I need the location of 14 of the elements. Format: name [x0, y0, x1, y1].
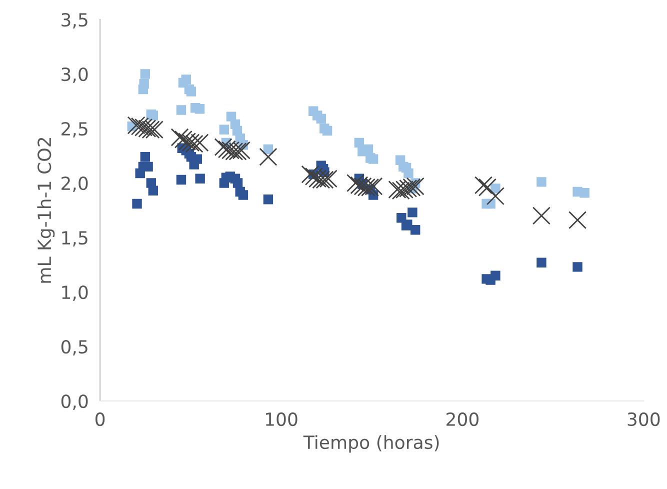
x-tick-label: 100 [266, 412, 298, 426]
y-tick-label: 0,0 [61, 394, 88, 410]
y-tick-label: 3,5 [62, 13, 88, 29]
y-tick-label: 1,0 [62, 285, 88, 301]
x-tick-label: 0 [95, 412, 105, 426]
y-axis-title: mL Kg-1h-1 CO2 [37, 138, 55, 283]
y-tick-label: 1,5 [62, 231, 88, 246]
x-tick-label: 300 [628, 412, 660, 426]
y-tick-label: 3,0 [62, 68, 88, 84]
y-tick-label: 2,5 [62, 122, 88, 138]
x-tick-label: 200 [446, 412, 478, 426]
y-tick-label: 0,5 [61, 340, 88, 356]
y-tick-label: 2,0 [62, 176, 88, 192]
x-axis-title: Tiempo (horas) [303, 435, 439, 453]
